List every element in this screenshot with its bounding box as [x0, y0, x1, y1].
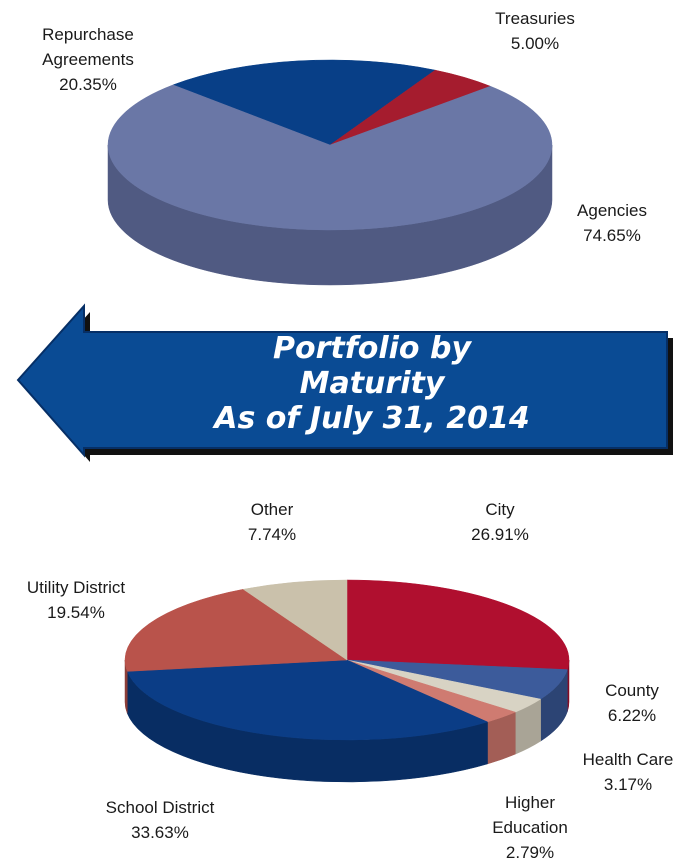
slice: [126, 659, 489, 741]
slice-label: Health Care 3.17%: [558, 747, 696, 797]
slice-label: Utility District 19.54%: [0, 575, 166, 625]
slice-value: 3.17%: [603, 775, 653, 794]
slice: [124, 589, 348, 672]
slice-name: Agencies: [577, 201, 647, 220]
slice-value: 20.35%: [59, 75, 117, 94]
banner-line: As of July 31, 2014: [212, 401, 530, 436]
slice-name: County: [605, 681, 659, 700]
slice-name: Repurchase Agreements: [42, 25, 134, 69]
slice-name: Other: [250, 500, 294, 519]
slice-value: 74.65%: [583, 226, 641, 245]
slice-value: 26.91%: [471, 525, 529, 544]
slice-label: School District 33.63%: [60, 795, 260, 845]
slice-label: Other 7.74%: [202, 497, 342, 547]
slice-label: City 26.91%: [430, 497, 570, 547]
banner-arrow: Portfolio by Maturity As of July 31, 201…: [16, 303, 673, 462]
slice-label: Higher Education 2.79%: [475, 790, 585, 865]
slice-value: 33.63%: [131, 823, 189, 842]
slice-value: 19.54%: [47, 603, 105, 622]
banner-line: Portfolio by: [273, 331, 472, 366]
slice-label: Agencies 74.65%: [542, 198, 682, 248]
slice-name: Higher Education: [492, 793, 568, 837]
slice-value: 6.22%: [607, 706, 657, 725]
slice: [172, 59, 436, 146]
slice-value: 7.74%: [247, 525, 297, 544]
slice-label: Repurchase Agreements 20.35%: [23, 22, 153, 97]
slice-name: Utility District: [26, 578, 126, 597]
slice-value: 2.79%: [505, 843, 555, 862]
slice-name: Treasuries: [495, 9, 575, 28]
slice-label: Treasuries 5.00%: [465, 6, 605, 56]
slice-value: 5.00%: [510, 34, 560, 53]
slice-label: County 6.22%: [572, 678, 692, 728]
pie: [107, 59, 553, 286]
slice: [346, 579, 570, 670]
slice-name: School District: [105, 798, 215, 817]
slice-name: City: [485, 500, 515, 519]
slice-name: Health Care: [582, 750, 674, 769]
slice: [107, 84, 553, 231]
slice: [242, 579, 348, 661]
pie: [124, 579, 570, 783]
banner-line: Maturity: [300, 366, 446, 401]
